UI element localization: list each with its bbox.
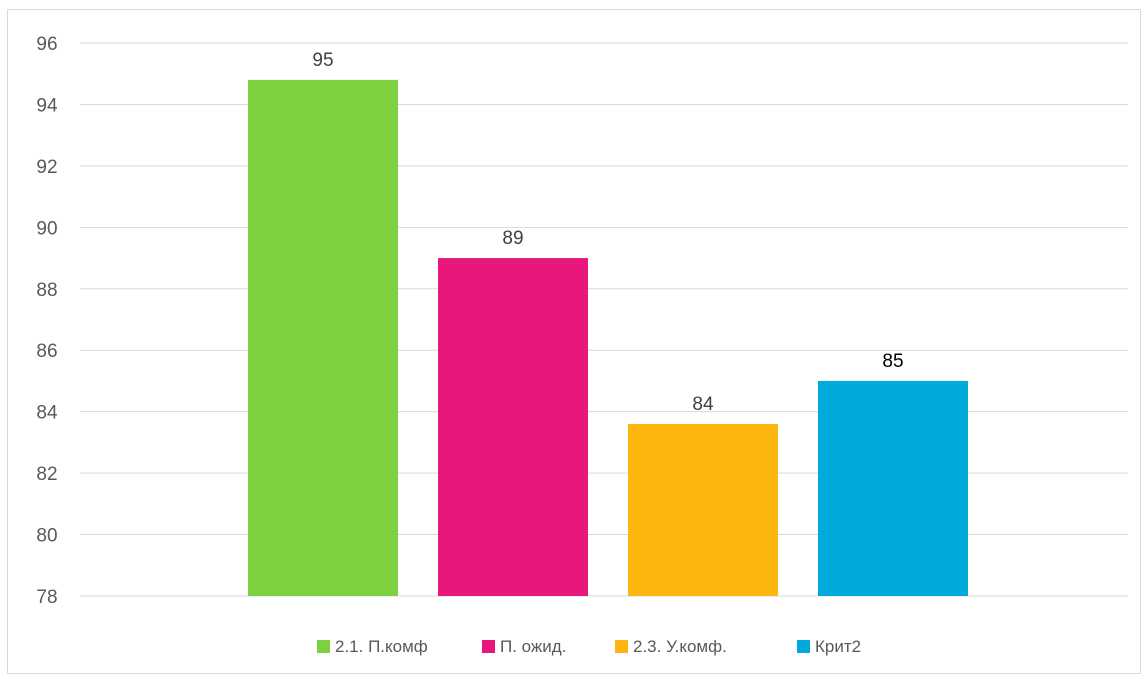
- y-tick-label: 84: [36, 403, 58, 424]
- data-labels: 95 89 84 85: [312, 50, 903, 415]
- data-label: 84: [692, 394, 714, 415]
- data-label: 95: [312, 50, 333, 71]
- y-axis-tick-labels: 78 80 82 84 86 88 90 92 94 96: [36, 34, 58, 608]
- legend-label: 2.1. П.комф: [335, 637, 428, 656]
- gridlines: [80, 42, 1128, 597]
- y-tick-label: 92: [36, 157, 57, 178]
- bar: [818, 380, 968, 596]
- legend-label: 2.3. У.комф.: [633, 637, 727, 656]
- bar: [438, 258, 588, 596]
- bars: [248, 79, 968, 596]
- legend-swatch: [482, 640, 495, 653]
- y-tick-label: 90: [36, 218, 57, 239]
- legend-swatch: [317, 640, 330, 653]
- legend-label: П. ожид.: [500, 637, 566, 656]
- y-tick-label: 96: [36, 34, 57, 55]
- legend-swatch: [797, 640, 810, 653]
- y-tick-label: 78: [36, 587, 57, 608]
- data-label: 89: [502, 228, 523, 249]
- y-tick-label: 88: [36, 280, 57, 301]
- y-tick-label: 94: [36, 95, 58, 116]
- y-tick-label: 80: [36, 526, 57, 547]
- legend-label: Крит2: [815, 637, 861, 656]
- bar: [628, 423, 778, 596]
- legend: 2.1. П.комф П. ожид. 2.3. У.комф. Крит2: [317, 637, 861, 656]
- bar: [248, 79, 398, 596]
- y-tick-label: 86: [36, 341, 57, 362]
- legend-swatch: [615, 640, 628, 653]
- data-label: 85: [882, 351, 903, 372]
- y-tick-label: 82: [36, 464, 57, 485]
